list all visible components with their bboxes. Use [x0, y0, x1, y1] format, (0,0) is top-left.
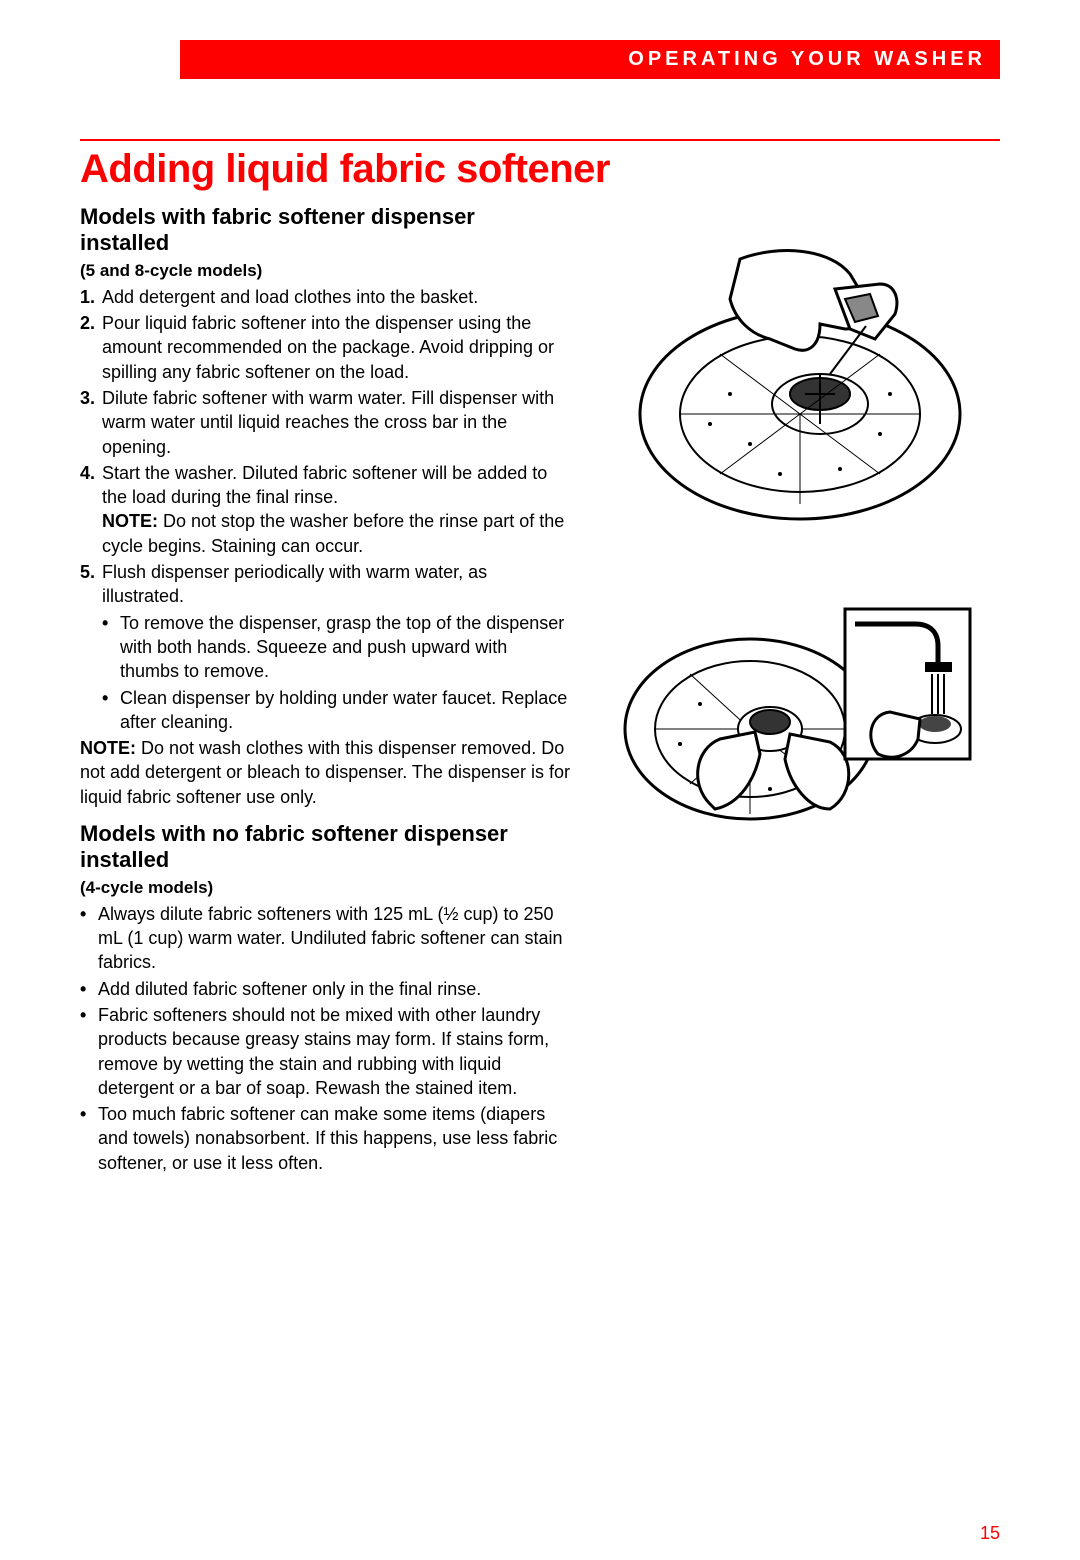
section1-sub-bullets: To remove the dispenser, grasp the top o…: [102, 611, 570, 734]
step-4-text: Start the washer. Diluted fabric softene…: [102, 463, 547, 507]
section2-heading: Models with no fabric softener dispenser…: [80, 821, 570, 874]
bullet-text: Always dilute fabric softeners with 125 …: [98, 902, 570, 975]
step-item: 2.Pour liquid fabric softener into the d…: [80, 311, 570, 384]
section-header-bar: OPERATING YOUR WASHER: [180, 40, 1000, 79]
note-text: Do not stop the washer before the rinse …: [102, 511, 564, 555]
bullet-item: Fabric softeners should not be mixed wit…: [80, 1003, 570, 1100]
illustration-column: [600, 204, 1000, 1177]
step-item: 5.Flush dispenser periodically with warm…: [80, 560, 570, 609]
bullet-text: Add diluted fabric softener only in the …: [98, 977, 481, 1001]
sub-bullet-item: Clean dispenser by holding under water f…: [102, 686, 570, 735]
bullet-text: Fabric softeners should not be mixed wit…: [98, 1003, 570, 1100]
section2-model-line: (4-cycle models): [80, 878, 570, 898]
step-text: Start the washer. Diluted fabric softene…: [102, 461, 570, 558]
text-column: Models with fabric softener dispenser in…: [80, 204, 570, 1177]
step-item: 4. Start the washer. Diluted fabric soft…: [80, 461, 570, 558]
title-rule: [80, 139, 1000, 141]
note-1: NOTE: Do not stop the washer before the …: [102, 509, 570, 558]
step-item: 3.Dilute fabric softener with warm water…: [80, 386, 570, 459]
cleaning-dispenser-illustration: [600, 554, 1000, 834]
section2-bullets: Always dilute fabric softeners with 125 …: [80, 902, 570, 1175]
note-label: NOTE:: [80, 738, 136, 758]
step-number: 1.: [80, 285, 102, 309]
bullet-text: Too much fabric softener can make some i…: [98, 1102, 570, 1175]
step-text: Flush dispenser periodically with warm w…: [102, 560, 570, 609]
step-number: 2.: [80, 311, 102, 384]
content-row: Models with fabric softener dispenser in…: [80, 204, 1000, 1177]
pouring-softener-illustration: [600, 244, 1000, 524]
step-number: 4.: [80, 461, 102, 558]
section1-steps: 1.Add detergent and load clothes into th…: [80, 285, 570, 609]
step-item: 1.Add detergent and load clothes into th…: [80, 285, 570, 309]
page-number: 15: [980, 1523, 1000, 1544]
section1-heading: Models with fabric softener dispenser in…: [80, 204, 570, 257]
sub-bullet-text: To remove the dispenser, grasp the top o…: [120, 611, 570, 684]
note-label: NOTE:: [102, 511, 158, 531]
bullet-item: Always dilute fabric softeners with 125 …: [80, 902, 570, 975]
step-text: Dilute fabric softener with warm water. …: [102, 386, 570, 459]
bullet-item: Too much fabric softener can make some i…: [80, 1102, 570, 1175]
sub-bullet-item: To remove the dispenser, grasp the top o…: [102, 611, 570, 684]
step-text: Add detergent and load clothes into the …: [102, 285, 570, 309]
step-number: 5.: [80, 560, 102, 609]
note-2: NOTE: Do not wash clothes with this disp…: [80, 736, 570, 809]
step-text: Pour liquid fabric softener into the dis…: [102, 311, 570, 384]
page-title: Adding liquid fabric softener: [80, 147, 1000, 192]
note-text: Do not wash clothes with this dispenser …: [80, 738, 570, 807]
bullet-item: Add diluted fabric softener only in the …: [80, 977, 570, 1001]
sub-bullet-text: Clean dispenser by holding under water f…: [120, 686, 570, 735]
section1-model-line: (5 and 8-cycle models): [80, 261, 570, 281]
step-number: 3.: [80, 386, 102, 459]
